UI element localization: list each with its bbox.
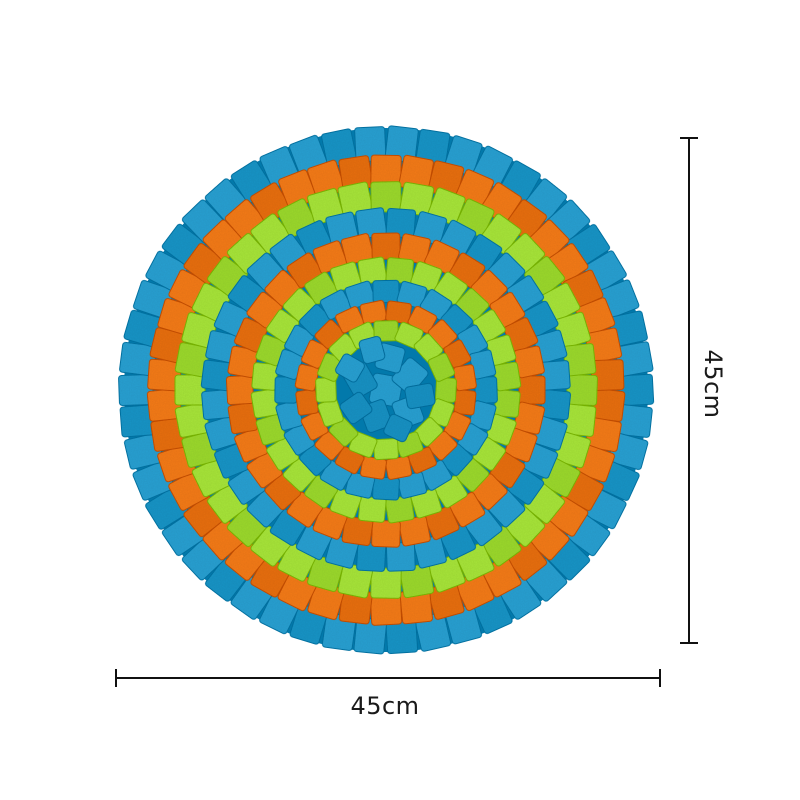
fleece-tab <box>225 374 255 406</box>
fleece-tab <box>385 541 416 572</box>
mat-ring <box>225 232 546 548</box>
fleece-tab <box>372 279 400 304</box>
fleece-tab <box>385 300 412 324</box>
mat-center <box>335 335 436 443</box>
fleece-tab <box>174 374 206 406</box>
width-label: 45cm <box>350 692 420 720</box>
fleece-tab <box>493 361 522 392</box>
fleece-tab <box>370 567 402 599</box>
fleece-tab <box>371 519 401 548</box>
mat-ring <box>315 320 457 461</box>
fleece-tab <box>518 375 546 405</box>
fleece-tab <box>358 335 386 365</box>
fleece-tab <box>493 389 521 418</box>
fleece-tab <box>371 232 401 260</box>
fleece-tab <box>566 374 598 406</box>
fleece-tab <box>372 476 400 501</box>
height-label: 45cm <box>699 349 727 419</box>
fleece-tab <box>427 352 456 382</box>
fleece-tab <box>385 257 415 285</box>
snuffle-mat <box>118 125 655 655</box>
height-dimension <box>680 137 698 644</box>
fleece-tab <box>274 376 298 404</box>
mat-ring <box>274 279 498 501</box>
width-dimension <box>115 669 661 687</box>
fleece-tab <box>357 495 387 523</box>
fleece-tab <box>383 413 413 443</box>
fleece-tab <box>335 353 365 383</box>
fleece-tab <box>453 389 477 416</box>
mat-ring <box>294 299 477 480</box>
fleece-tab <box>339 391 373 425</box>
fleece-tab <box>251 362 279 391</box>
fleece-tab <box>295 388 319 416</box>
fleece-tab <box>370 181 402 213</box>
fleece-tab <box>404 382 436 410</box>
fleece-tab <box>474 376 498 404</box>
fleece-tab <box>453 364 477 392</box>
